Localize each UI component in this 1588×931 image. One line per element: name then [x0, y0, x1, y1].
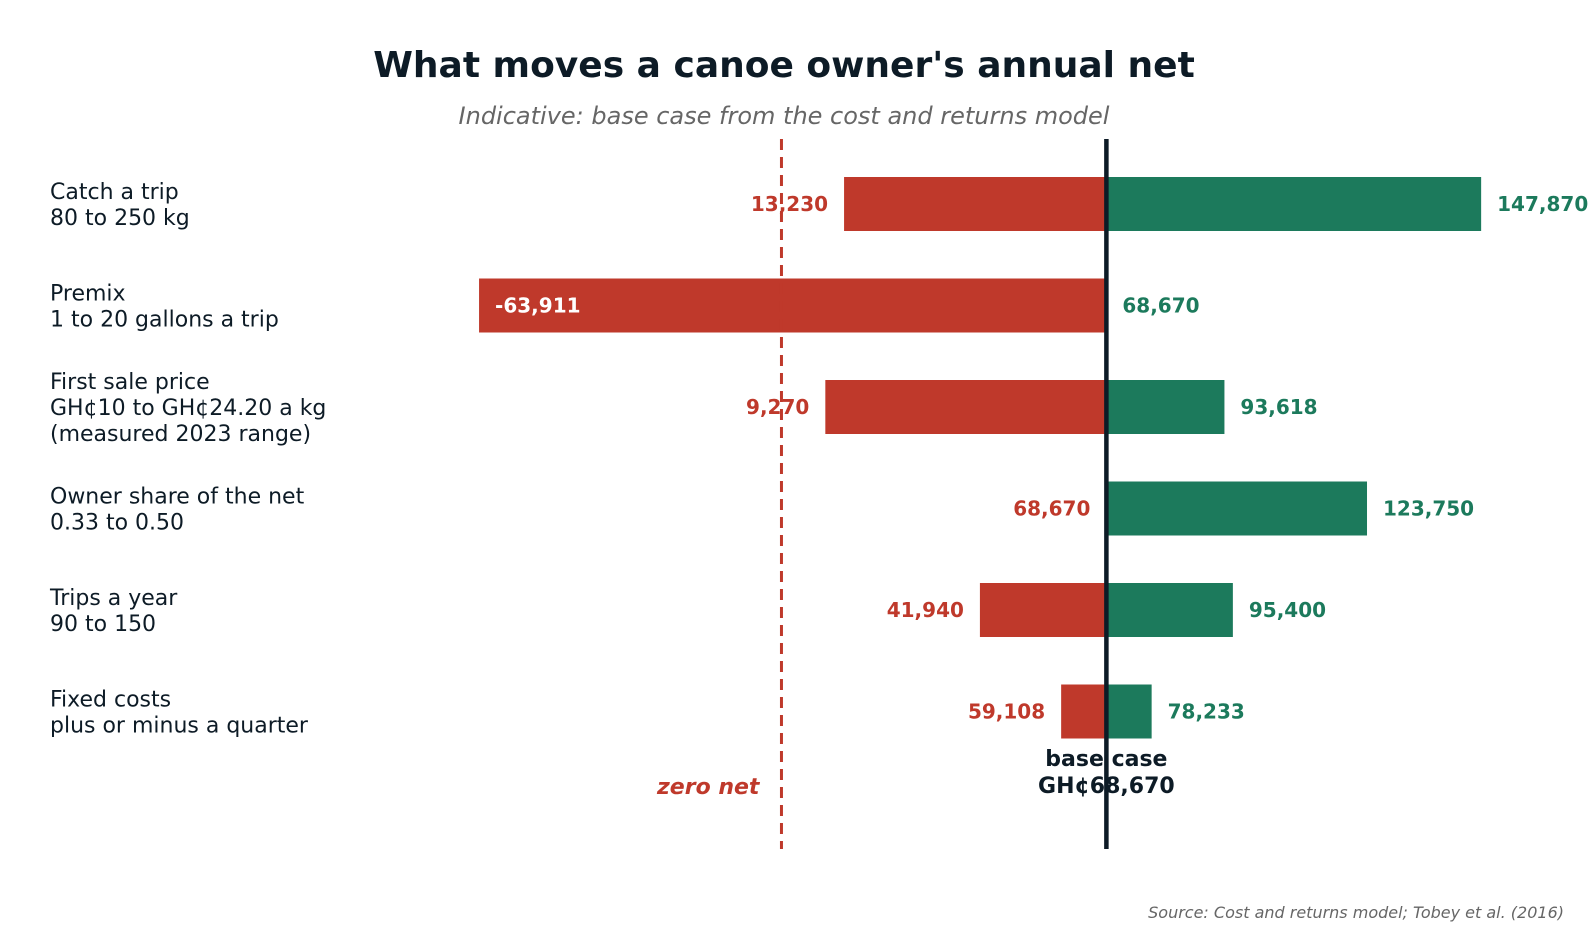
category-label-line: plus or minus a quarter [50, 714, 309, 739]
zero-net-label: zero net [656, 775, 761, 800]
low-value-label: 68,670 [1013, 497, 1090, 521]
category-label-line: Fixed costs [50, 688, 171, 713]
high-value-label: 147,870 [1497, 192, 1588, 216]
low-value-label: 59,108 [968, 700, 1045, 724]
category-label-line: Trips a year [49, 586, 178, 611]
low-value-label: 13,230 [751, 192, 828, 216]
base-case-label: GH¢68,670 [1038, 774, 1175, 799]
category-label-line: 80 to 250 kg [50, 206, 190, 231]
high-bar [1106, 481, 1368, 536]
chart-title: What moves a canoe owner's annual net [373, 45, 1195, 86]
high-bar [1106, 583, 1233, 637]
source-note: Source: Cost and returns model; Tobey et… [1148, 903, 1564, 922]
chart-subtitle: Indicative: base case from the cost and … [459, 102, 1110, 130]
category-label: First sale price GH¢10 to GH¢24.20 a kg (m… [50, 370, 326, 447]
category-label-line: 90 to 150 [50, 612, 156, 637]
low-value-label: 9,270 [746, 395, 809, 419]
low-value-label: 41,940 [887, 598, 964, 622]
low-value-label: -63,911 [495, 294, 580, 318]
category-label: Premix 1 to 20 gallons a trip [50, 282, 279, 333]
category-label-line: 0.33 to 0.50 [50, 511, 184, 536]
high-bar [1106, 380, 1225, 434]
high-bar [1106, 177, 1482, 231]
category-label: Catch a trip 80 to 250 kg [50, 180, 190, 231]
category-label: Trips a year 90 to 150 [49, 586, 178, 637]
low-bar [979, 583, 1107, 637]
low-bar [1061, 684, 1107, 739]
category-label-line: Owner share of the net [50, 485, 305, 510]
category-label: Owner share of the net 0.33 to 0.50 [50, 485, 305, 536]
low-bar [844, 177, 1107, 231]
category-label-line: First sale price [50, 370, 210, 395]
category-label-line: GH¢10 to GH¢24.20 a kg [50, 396, 326, 421]
plot-area: 13,230 147,870 Catch a trip 80 to 250 kg -63… [49, 139, 1588, 849]
high-value-label: 93,618 [1240, 395, 1317, 419]
category-label: Fixed costs plus or minus a quarter [50, 688, 309, 739]
high-bar [1106, 684, 1152, 739]
high-value-label: 68,670 [1122, 294, 1199, 318]
low-bar [825, 380, 1107, 434]
category-label-line: Catch a trip [50, 180, 179, 205]
category-label-line: (measured 2023 range) [50, 422, 311, 447]
category-label-line: 1 to 20 gallons a trip [50, 308, 279, 333]
base-case-label: base case [1045, 747, 1167, 772]
high-value-label: 78,233 [1168, 700, 1245, 724]
low-bar [479, 278, 1107, 333]
high-value-label: 95,400 [1249, 598, 1326, 622]
high-value-label: 123,750 [1383, 497, 1474, 521]
category-label-line: Premix [50, 282, 126, 307]
